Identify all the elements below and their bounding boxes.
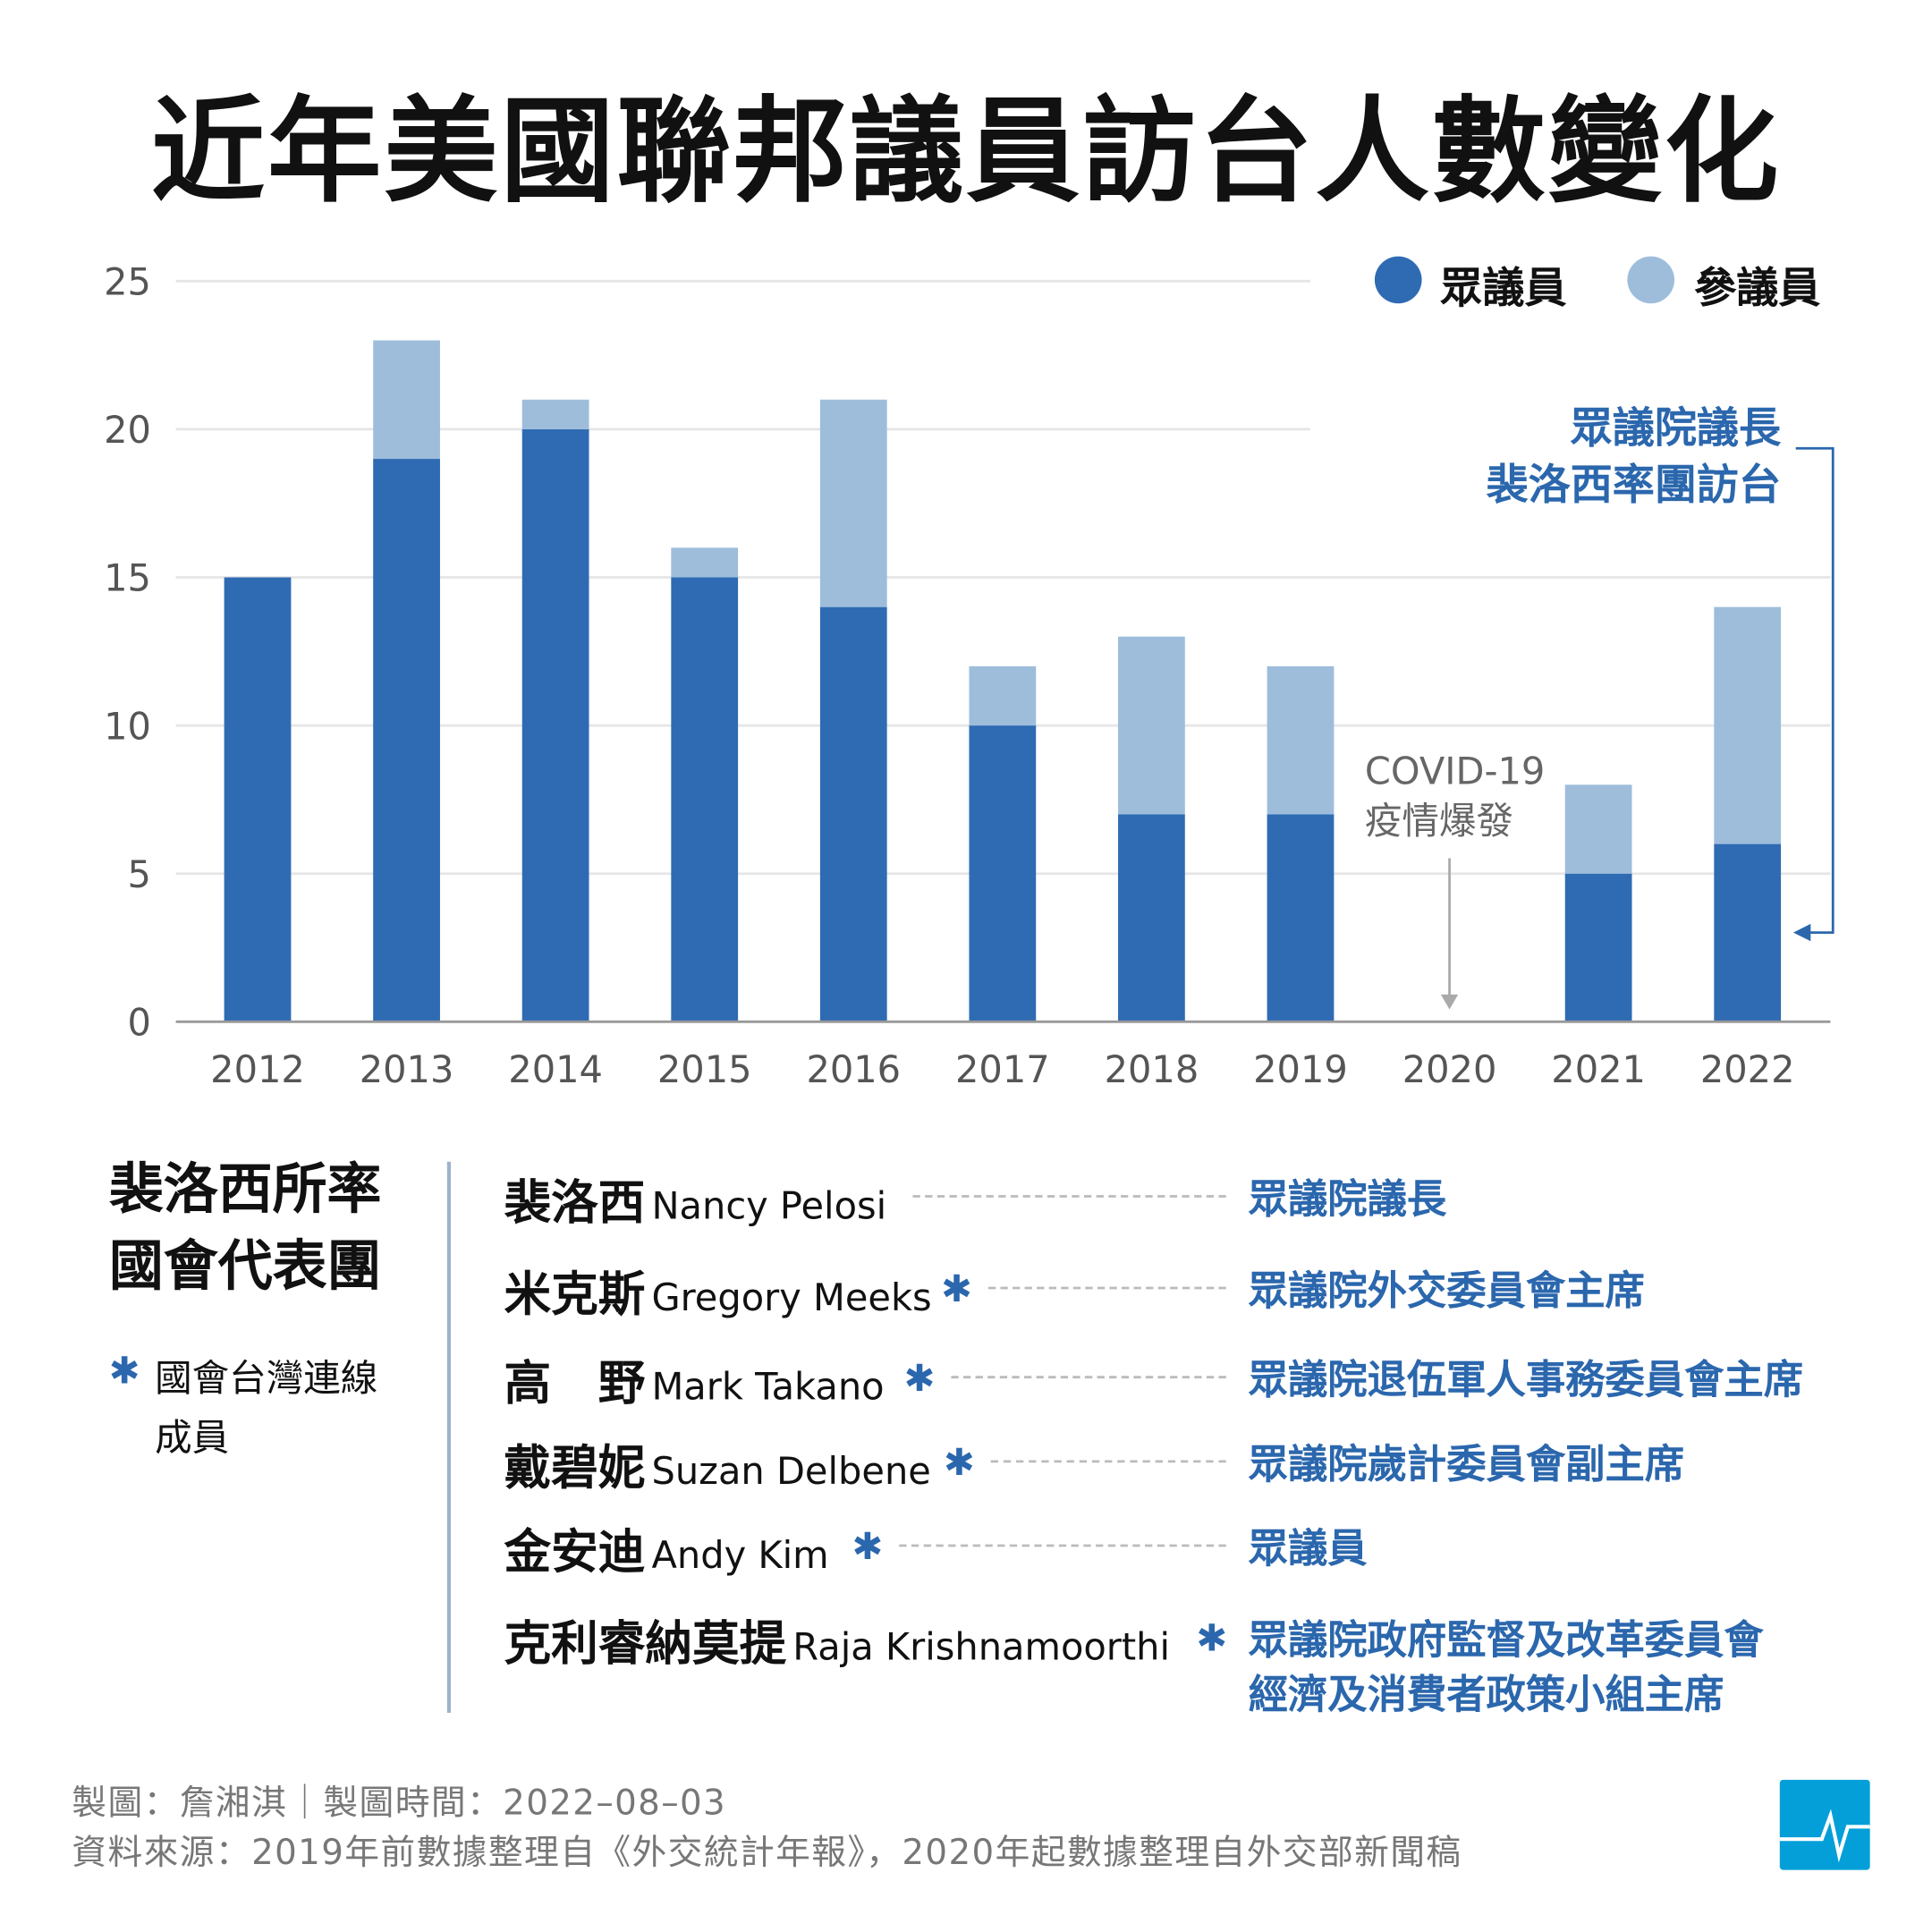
bar-house [1564, 873, 1632, 1022]
y-tick-label: 0 [128, 1001, 151, 1045]
asterisk-icon: ✱ [941, 1267, 973, 1312]
bar-house [1267, 814, 1335, 1022]
bar-senate [1267, 665, 1335, 815]
pelosi-arrowhead-icon [1792, 923, 1811, 942]
leader-line [912, 1195, 1226, 1198]
member-role: 眾議員 [1248, 1524, 1368, 1572]
credit-line: 製圖：詹湘淇｜製圖時間：2022–08–03 [72, 1782, 727, 1824]
member-en-name: Mark Takano [651, 1366, 885, 1410]
bar-house [224, 577, 292, 1022]
divider [446, 1161, 451, 1713]
legend-senate-label: 參議員 [1694, 263, 1821, 314]
y-tick-label: 20 [104, 408, 151, 452]
x-tick-label: 2021 [1551, 1047, 1646, 1091]
asterisk-icon: ✱ [944, 1441, 975, 1486]
bar-house [521, 428, 589, 1022]
x-tick-label: 2016 [806, 1047, 901, 1091]
x-tick-label: 2019 [1253, 1047, 1348, 1091]
leader-line [899, 1544, 1226, 1547]
member-zh-name: 戴碧妮 [504, 1440, 646, 1496]
member-en-name: Andy Kim [651, 1534, 829, 1578]
bar-senate [1564, 784, 1632, 874]
asterisk-icon: ✱ [1196, 1617, 1228, 1661]
pelosi-note-line1: 眾議院議長 [1570, 403, 1782, 453]
leader-line [987, 1286, 1226, 1290]
x-tick-label: 2014 [508, 1047, 603, 1091]
member-row: 高 野 Mark Takano [504, 1345, 885, 1413]
member-en-name: Nancy Pelosi [651, 1185, 887, 1229]
bar-senate [1714, 606, 1782, 844]
x-tick-label: 2015 [657, 1047, 752, 1091]
delegation-title-line1: 裴洛西所率 [108, 1157, 382, 1222]
page-title: 近年美國聯邦議員訪台人數變化 [150, 85, 1782, 218]
bar-house [1714, 843, 1782, 1022]
member-en-name: Raja Krishnamoorthi [792, 1625, 1171, 1670]
y-tick-label: 25 [104, 260, 151, 304]
bar-house [671, 577, 739, 1022]
x-tick-label: 2013 [360, 1047, 454, 1091]
asterisk-icon: ✱ [108, 1350, 140, 1394]
legend-house-label: 眾議員 [1440, 263, 1567, 314]
member-zh-name: 克利睿納莫提 [504, 1615, 787, 1671]
star-note-line1: 國會台灣連線 [155, 1357, 378, 1401]
bar-chart: 0 5 10 15 20 25 2012 2013 2014 2015 2016 2017 2018 20… [104, 260, 1835, 1091]
legend-senate-swatch [1627, 256, 1674, 304]
member-en-name: Suzan Delbene [651, 1450, 931, 1494]
member-role: 眾議院退伍軍人事務委員會主席 [1248, 1356, 1804, 1403]
member-zh-name: 高 野 [504, 1356, 646, 1411]
bar-senate [1118, 636, 1185, 815]
y-tick-label: 15 [104, 556, 151, 600]
bar-house [819, 606, 887, 1022]
member-role: 眾議院議長 [1248, 1174, 1447, 1223]
member-row: 米克斯 Gregory Meeks [504, 1256, 932, 1324]
y-tick-label: 5 [128, 852, 151, 896]
member-row: 裴洛西 Nancy Pelosi [504, 1165, 887, 1233]
bar-house [969, 725, 1037, 1022]
member-row: 戴碧妮 Suzan Delbene [504, 1429, 931, 1497]
asterisk-icon: ✱ [903, 1357, 936, 1401]
member-zh-name: 裴洛西 [504, 1174, 646, 1230]
x-tick-label: 2018 [1105, 1047, 1199, 1091]
member-role: 眾議院歲計委員會副主席 [1248, 1440, 1685, 1487]
bar-senate [969, 665, 1037, 726]
logo-icon [1779, 1779, 1870, 1870]
member-role: 眾議院政府監督及改革委員會 [1248, 1615, 1764, 1664]
leader-line [951, 1376, 1226, 1379]
star-note-line2: 成員 [155, 1416, 230, 1461]
bar-senate [521, 399, 589, 429]
member-row: 金安迪 Andy Kim [504, 1513, 829, 1581]
member-en-name: Gregory Meeks [651, 1276, 932, 1320]
bar-house [1118, 814, 1185, 1022]
leader-line [990, 1460, 1226, 1463]
bar-house [373, 459, 440, 1022]
x-tick-label: 2020 [1402, 1047, 1497, 1091]
y-tick-label: 10 [104, 704, 151, 748]
bar-senate [373, 340, 440, 460]
legend-house-swatch [1374, 256, 1422, 304]
pelosi-note-line2: 裴洛西率團訪台 [1486, 461, 1782, 511]
member-role: 眾議院外交委員會主席 [1248, 1267, 1645, 1315]
member-row: 克利睿納莫提 Raja Krishnamoorthi [504, 1605, 1171, 1673]
x-tick-label: 2017 [955, 1047, 1050, 1091]
bar-senate [819, 399, 887, 607]
delegation-title-line2: 國會代表團 [108, 1234, 382, 1299]
asterisk-icon: ✱ [852, 1525, 884, 1570]
bar-senate [671, 547, 739, 578]
member-zh-name: 金安迪 [504, 1524, 646, 1580]
covid-arrowhead-icon [1440, 994, 1459, 1010]
x-tick-label: 2022 [1700, 1047, 1795, 1091]
covid-note-line1: COVID-19 [1364, 750, 1546, 794]
covid-note-line2: 疫情爆發 [1364, 800, 1513, 843]
source-line: 資料來源：2019年前數據整理自《外交統計年報》，2020年起數據整理自外交部新… [72, 1831, 1462, 1873]
x-tick-label: 2012 [210, 1047, 305, 1091]
member-role: 經濟及消費者政策小組主席 [1248, 1670, 1724, 1718]
pelosi-bracket [1795, 446, 1835, 934]
member-zh-name: 米克斯 [504, 1267, 646, 1322]
